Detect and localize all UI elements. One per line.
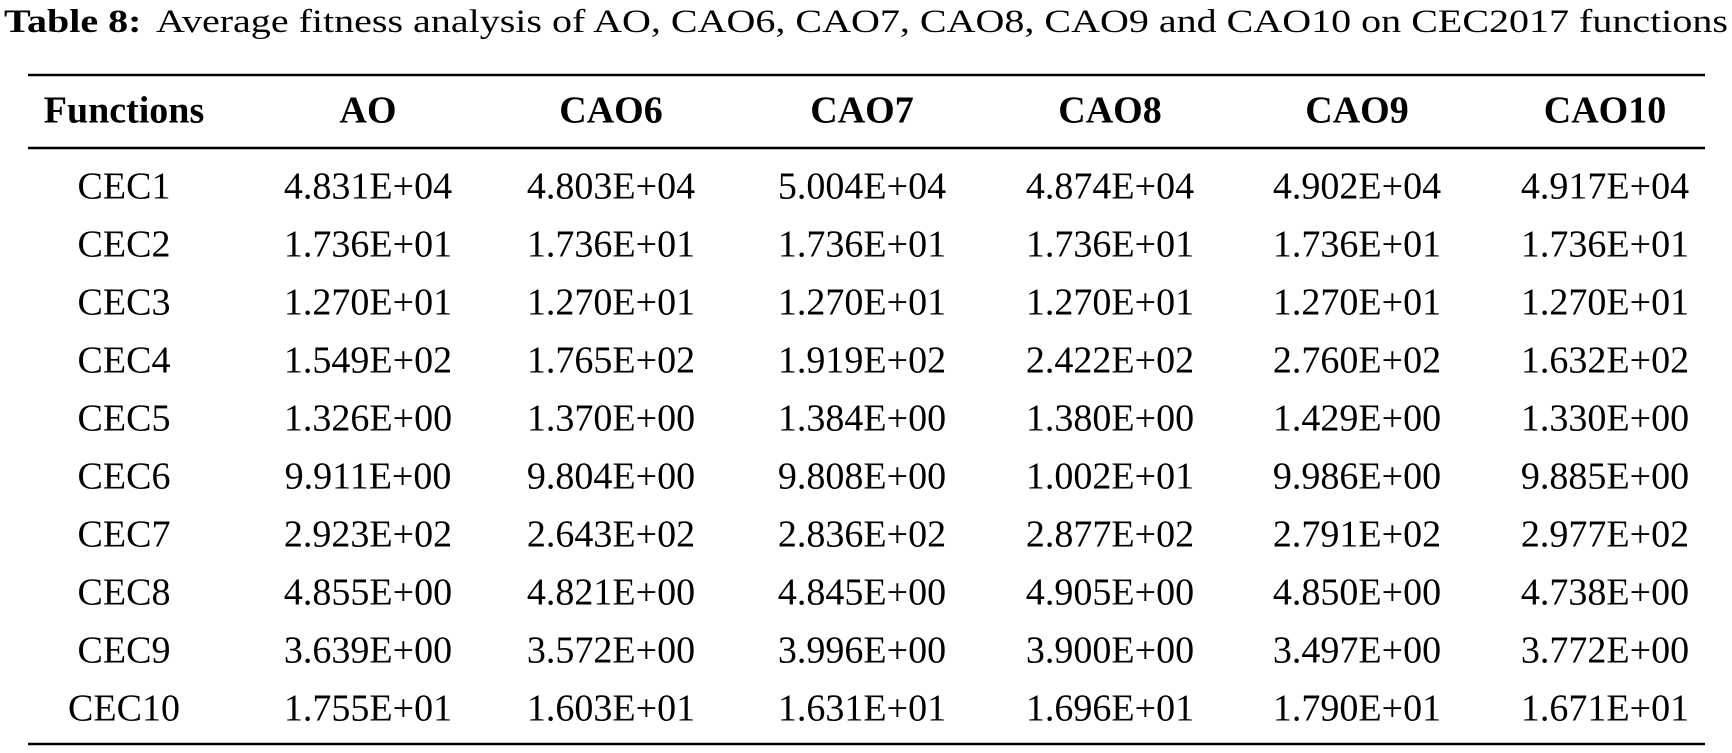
table-cell: 1.736E+01 [1026,224,1194,266]
table-cell: 2.422E+02 [1026,340,1194,382]
row-label: CEC2 [78,224,171,266]
table-cell: 2.836E+02 [778,514,946,556]
caption-label: Table 8: [4,4,141,40]
table-cell: 2.977E+02 [1521,514,1689,556]
table-cell: 3.497E+00 [1273,630,1441,672]
row-label: CEC9 [78,630,171,672]
table-cell: 1.736E+01 [1521,224,1689,266]
table-cell: 4.821E+00 [527,572,695,614]
table-cell: 1.270E+01 [1273,282,1441,324]
table-cell: 1.270E+01 [284,282,452,324]
table-cell: 2.791E+02 [1273,514,1441,556]
table-cell: 1.270E+01 [527,282,695,324]
table-cell: 9.885E+00 [1521,456,1689,498]
caption: Table 8: Average fitness analysis of AO, … [4,4,1728,40]
table-cell: 4.902E+04 [1273,166,1441,208]
row-label: CEC8 [78,572,171,614]
row-label: CEC6 [78,456,171,498]
table-cell: 1.790E+01 [1273,688,1441,730]
row-label: CEC7 [78,514,171,556]
table-cell: 4.831E+04 [284,166,452,208]
table-cell: 4.738E+00 [1521,572,1689,614]
table-cell: 1.270E+01 [778,282,946,324]
table-cell: 1.326E+00 [284,398,452,440]
column-header: CAO8 [1058,90,1161,132]
table-cell: 1.270E+01 [1521,282,1689,324]
table-cell: 2.643E+02 [527,514,695,556]
row-label: CEC3 [78,282,171,324]
table-cell: 4.855E+00 [284,572,452,614]
table-cell: 1.384E+00 [778,398,946,440]
column-header: Functions [44,90,204,132]
table-cell: 9.804E+00 [527,456,695,498]
table-cell: 1.380E+00 [1026,398,1194,440]
table-cell: 9.808E+00 [778,456,946,498]
table-cell: 3.772E+00 [1521,630,1689,672]
table-cell: 5.004E+04 [778,166,946,208]
table-cell: 1.765E+02 [527,340,695,382]
column-header: CAO7 [810,90,913,132]
row-label: CEC10 [68,688,180,730]
caption-text: Average fitness analysis of AO, CAO6, CA… [156,4,1728,40]
table-cell: 1.736E+01 [1273,224,1441,266]
table-cell: 4.917E+04 [1521,166,1689,208]
table-cell: 9.986E+00 [1273,456,1441,498]
table-cell: 1.002E+01 [1026,456,1194,498]
table-cell: 1.270E+01 [1026,282,1194,324]
table-cell: 3.900E+00 [1026,630,1194,672]
table-cell: 1.919E+02 [778,340,946,382]
table-cell: 1.671E+01 [1521,688,1689,730]
table-cell: 1.736E+01 [527,224,695,266]
table-cell: 4.803E+04 [527,166,695,208]
table-cell: 1.632E+02 [1521,340,1689,382]
table-cell: 1.370E+00 [527,398,695,440]
column-header: CAO10 [1544,90,1666,132]
table-cell: 4.905E+00 [1026,572,1194,614]
table-cell: 1.631E+01 [778,688,946,730]
column-header: CAO6 [559,90,662,132]
table-cell: 4.845E+00 [778,572,946,614]
table-cell: 1.736E+01 [778,224,946,266]
table-cell: 1.603E+01 [527,688,695,730]
table-cell: 9.911E+00 [285,456,452,498]
table-cell: 1.696E+01 [1026,688,1194,730]
table-cell: 2.877E+02 [1026,514,1194,556]
table-cell: 1.736E+01 [284,224,452,266]
column-header: AO [340,90,397,132]
table-cell: 3.572E+00 [527,630,695,672]
table-cell: 3.996E+00 [778,630,946,672]
row-label: CEC1 [78,166,171,208]
row-label: CEC4 [78,340,171,382]
table-cell: 4.850E+00 [1273,572,1441,614]
table-cell: 4.874E+04 [1026,166,1194,208]
table-cell: 2.760E+02 [1273,340,1441,382]
table-cell: 1.755E+01 [284,688,452,730]
table-cell: 3.639E+00 [284,630,452,672]
table-cell: 1.549E+02 [284,340,452,382]
table-cell: 1.330E+00 [1521,398,1689,440]
column-header: CAO9 [1305,90,1408,132]
table-cell: 1.429E+00 [1273,398,1441,440]
row-label: CEC5 [78,398,171,440]
table-cell: 2.923E+02 [284,514,452,556]
